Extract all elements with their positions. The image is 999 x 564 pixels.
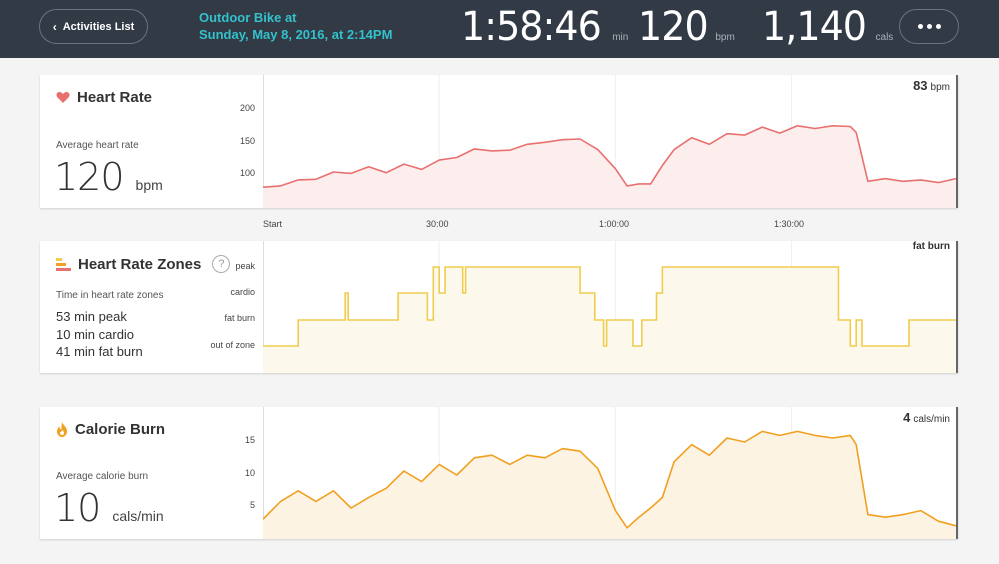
zones-summary: 53 min peak 10 min cardio 41 min fat bur…	[56, 308, 143, 361]
zones-bars-icon	[56, 257, 71, 271]
heart-rate-average: 120 bpm	[54, 155, 163, 199]
hr-y-tick: 200	[239, 103, 255, 113]
chevron-left-icon: ‹	[52, 19, 57, 34]
zone-y-tick: peak	[235, 261, 255, 271]
heart-icon	[56, 92, 70, 103]
bpm-unit: bpm	[715, 32, 735, 43]
top-bar: ‹ Activities List Outdoor Bike at Sunday…	[0, 0, 999, 58]
zones-sub: Time in heart rate zones	[56, 290, 164, 301]
heart-rate-chart[interactable]	[263, 75, 958, 208]
zones-title-text: Heart Rate Zones	[78, 255, 202, 273]
calorie-title-text: Calorie Burn	[75, 421, 166, 438]
calories-stat: 1,140 cals	[762, 4, 893, 50]
zone-summary-line: 41 min fat burn	[56, 344, 143, 359]
cal-y-tick: 10	[244, 468, 255, 478]
cal-y-tick: 5	[249, 500, 255, 510]
more-options-button[interactable]	[899, 9, 959, 44]
series-line	[263, 430, 957, 529]
zone-y-tick: cardio	[230, 287, 255, 297]
bpm-value: 120	[638, 4, 709, 50]
activity-title-line2: Sunday, May 8, 2016, at 2:14PM	[199, 27, 393, 42]
heart-rate-current: 83 bpm	[913, 78, 950, 93]
calorie-current: 4 cals/min	[903, 410, 950, 425]
flame-icon	[57, 422, 67, 437]
chart-svg	[263, 75, 958, 208]
dot-icon	[917, 24, 923, 29]
x-tick-label: 30:00	[426, 219, 449, 229]
dot-icon	[926, 24, 932, 29]
x-tick-label: 1:00:00	[599, 219, 630, 229]
area-fill	[263, 125, 956, 208]
heart-rate-sub: Average heart rate	[56, 140, 139, 151]
calorie-title: Calorie Burn	[56, 421, 165, 438]
heart-rate-zones-chart[interactable]	[263, 241, 958, 373]
bpm-stat: 120 bpm	[638, 4, 735, 50]
dot-icon	[935, 24, 941, 29]
activities-list-label: Activities List	[62, 20, 135, 33]
activity-title-line1: Outdoor Bike at	[199, 10, 297, 25]
activity-title: Outdoor Bike at Sunday, May 8, 2016, at …	[199, 9, 392, 43]
activities-list-button[interactable]: ‹ Activities List	[39, 9, 148, 44]
duration-stat: 1:58:46 min	[461, 4, 628, 50]
calorie-burn-chart[interactable]	[263, 407, 958, 539]
calories-value: 1,140	[762, 4, 867, 50]
heart-rate-title: Heart Rate	[56, 89, 152, 106]
calorie-burn-card: Calorie Burn Average calorie burn 10 cal…	[40, 407, 958, 539]
heart-rate-title-text: Heart Rate	[77, 89, 153, 106]
zones-title: Heart Rate Zones ?	[56, 255, 231, 273]
help-icon[interactable]: ?	[212, 255, 231, 273]
heart-rate-current-value: 83	[913, 78, 928, 93]
heart-rate-zones-card: Heart Rate Zones ? Time in heart rate zo…	[40, 241, 958, 373]
series-line	[263, 266, 956, 347]
calorie-average-unit: cals/min	[112, 508, 164, 524]
cal-y-tick: 15	[244, 435, 255, 445]
series-line	[263, 125, 957, 188]
zones-current: fat burn	[912, 241, 950, 252]
duration-value: 1:58:46	[461, 4, 602, 50]
hr-y-tick: 150	[239, 136, 255, 146]
heart-rate-average-value: 120	[54, 155, 125, 199]
calorie-sub: Average calorie burn	[56, 471, 149, 482]
zone-summary-line: 53 min peak	[56, 309, 127, 324]
hr-y-tick: 100	[239, 168, 255, 178]
chart-svg	[263, 241, 958, 373]
heart-rate-card: Heart Rate Average heart rate 120 bpm 20…	[40, 75, 958, 208]
duration-unit: min	[612, 32, 629, 43]
calorie-current-value: 4	[903, 410, 911, 425]
heart-rate-current-unit: bpm	[930, 82, 950, 93]
calorie-current-unit: cals/min	[913, 414, 950, 425]
zone-summary-line: 10 min cardio	[56, 326, 135, 342]
heart-rate-average-unit: bpm	[135, 177, 163, 193]
x-tick-label: 1:30:00	[774, 219, 805, 229]
calories-unit: cals	[875, 32, 894, 43]
area-fill	[263, 431, 956, 539]
calorie-average-value: 10	[54, 486, 101, 530]
zone-y-tick: fat burn	[224, 313, 255, 323]
zone-y-tick: out of zone	[210, 340, 255, 350]
calorie-average: 10 cals/min	[54, 486, 164, 530]
x-tick-label: Start	[263, 219, 283, 229]
chart-svg	[263, 407, 958, 539]
